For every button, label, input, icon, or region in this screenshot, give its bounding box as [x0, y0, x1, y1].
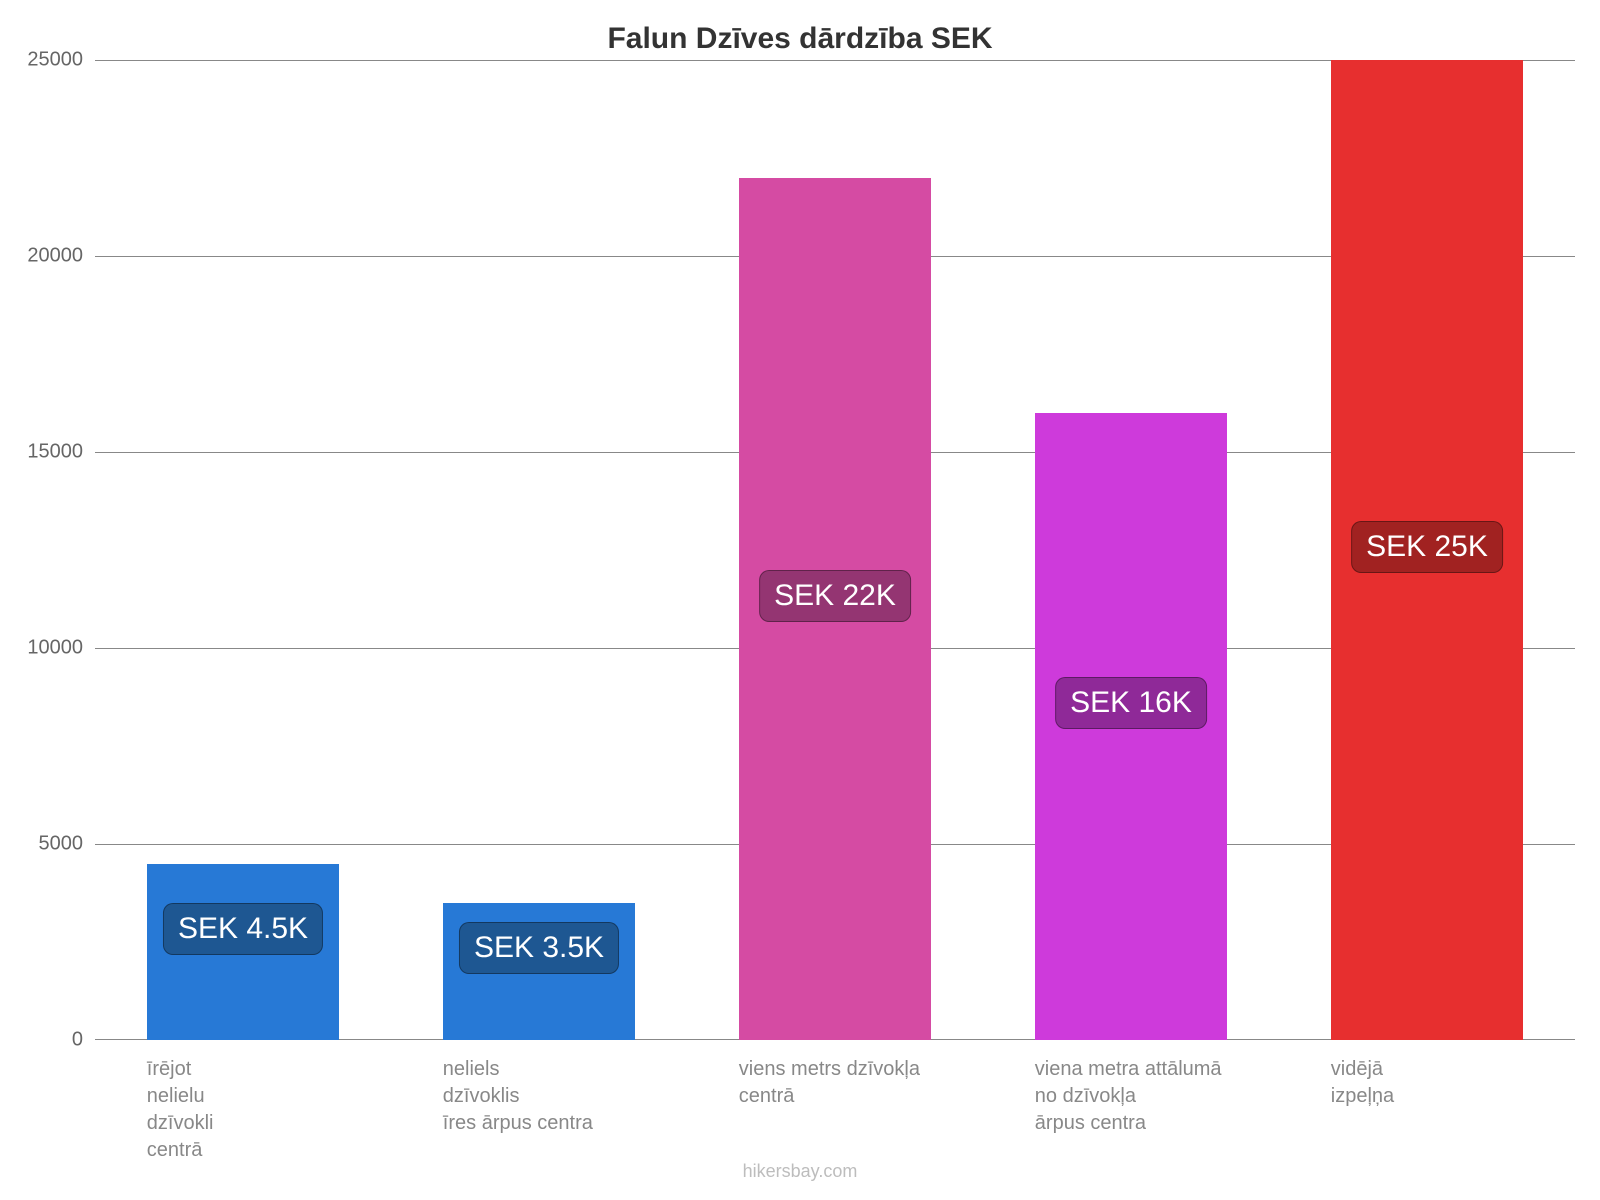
- category-label-line: nelielu: [147, 1083, 399, 1110]
- ytick-label: 0: [72, 1029, 95, 1052]
- ytick-label: 20000: [27, 245, 95, 268]
- category-label-line: centrā: [147, 1137, 399, 1164]
- bar-slot: SEK 16Kviena metra attālumāno dzīvokļaār…: [983, 60, 1279, 1040]
- category-label-line: viens metrs dzīvokļa: [739, 1056, 991, 1083]
- category-label: viena metra attālumāno dzīvokļaārpus cen…: [1035, 1040, 1287, 1137]
- category-label-line: īres ārpus centra: [443, 1110, 695, 1137]
- category-label-line: no dzīvokļa: [1035, 1083, 1287, 1110]
- category-label-line: dzīvokli: [147, 1110, 399, 1137]
- cost-of-living-chart: Falun Dzīves dārdzība SEK 05000100001500…: [0, 0, 1600, 1200]
- ytick-label: 25000: [27, 49, 95, 72]
- category-label: viens metrs dzīvokļacentrā: [739, 1040, 991, 1110]
- category-label-line: vidējā: [1331, 1056, 1583, 1083]
- bar-slot: SEK 3.5Knelielsdzīvoklisīres ārpus centr…: [391, 60, 687, 1040]
- category-label-line: centrā: [739, 1083, 991, 1110]
- bar-value-badge: SEK 4.5K: [163, 903, 323, 955]
- bar-slot: SEK 22Kviens metrs dzīvokļacentrā: [687, 60, 983, 1040]
- category-label: nelielsdzīvoklisīres ārpus centra: [443, 1040, 695, 1137]
- bar-slot: SEK 25Kvidējāizpeļņa: [1279, 60, 1575, 1040]
- attribution-text: hikersbay.com: [0, 1161, 1600, 1182]
- ytick-label: 5000: [39, 833, 96, 856]
- category-label-line: īrējot: [147, 1056, 399, 1083]
- ytick-label: 10000: [27, 637, 95, 660]
- bar-slot: SEK 4.5Kīrējotnelieludzīvoklicentrā: [95, 60, 391, 1040]
- category-label: īrējotnelieludzīvoklicentrā: [147, 1040, 399, 1164]
- ytick-label: 15000: [27, 441, 95, 464]
- category-label-line: viena metra attālumā: [1035, 1056, 1287, 1083]
- category-label-line: ārpus centra: [1035, 1110, 1287, 1137]
- plot-area: 0500010000150002000025000SEK 4.5Kīrējotn…: [95, 60, 1575, 1040]
- category-label-line: neliels: [443, 1056, 695, 1083]
- category-label: vidējāizpeļņa: [1331, 1040, 1583, 1110]
- bar-value-badge: SEK 16K: [1055, 677, 1207, 729]
- chart-title: Falun Dzīves dārdzība SEK: [0, 22, 1600, 56]
- bar-value-badge: SEK 25K: [1351, 521, 1503, 573]
- category-label-line: izpeļņa: [1331, 1083, 1583, 1110]
- bar-value-badge: SEK 22K: [759, 570, 911, 622]
- category-label-line: dzīvoklis: [443, 1083, 695, 1110]
- bar-value-badge: SEK 3.5K: [459, 922, 619, 974]
